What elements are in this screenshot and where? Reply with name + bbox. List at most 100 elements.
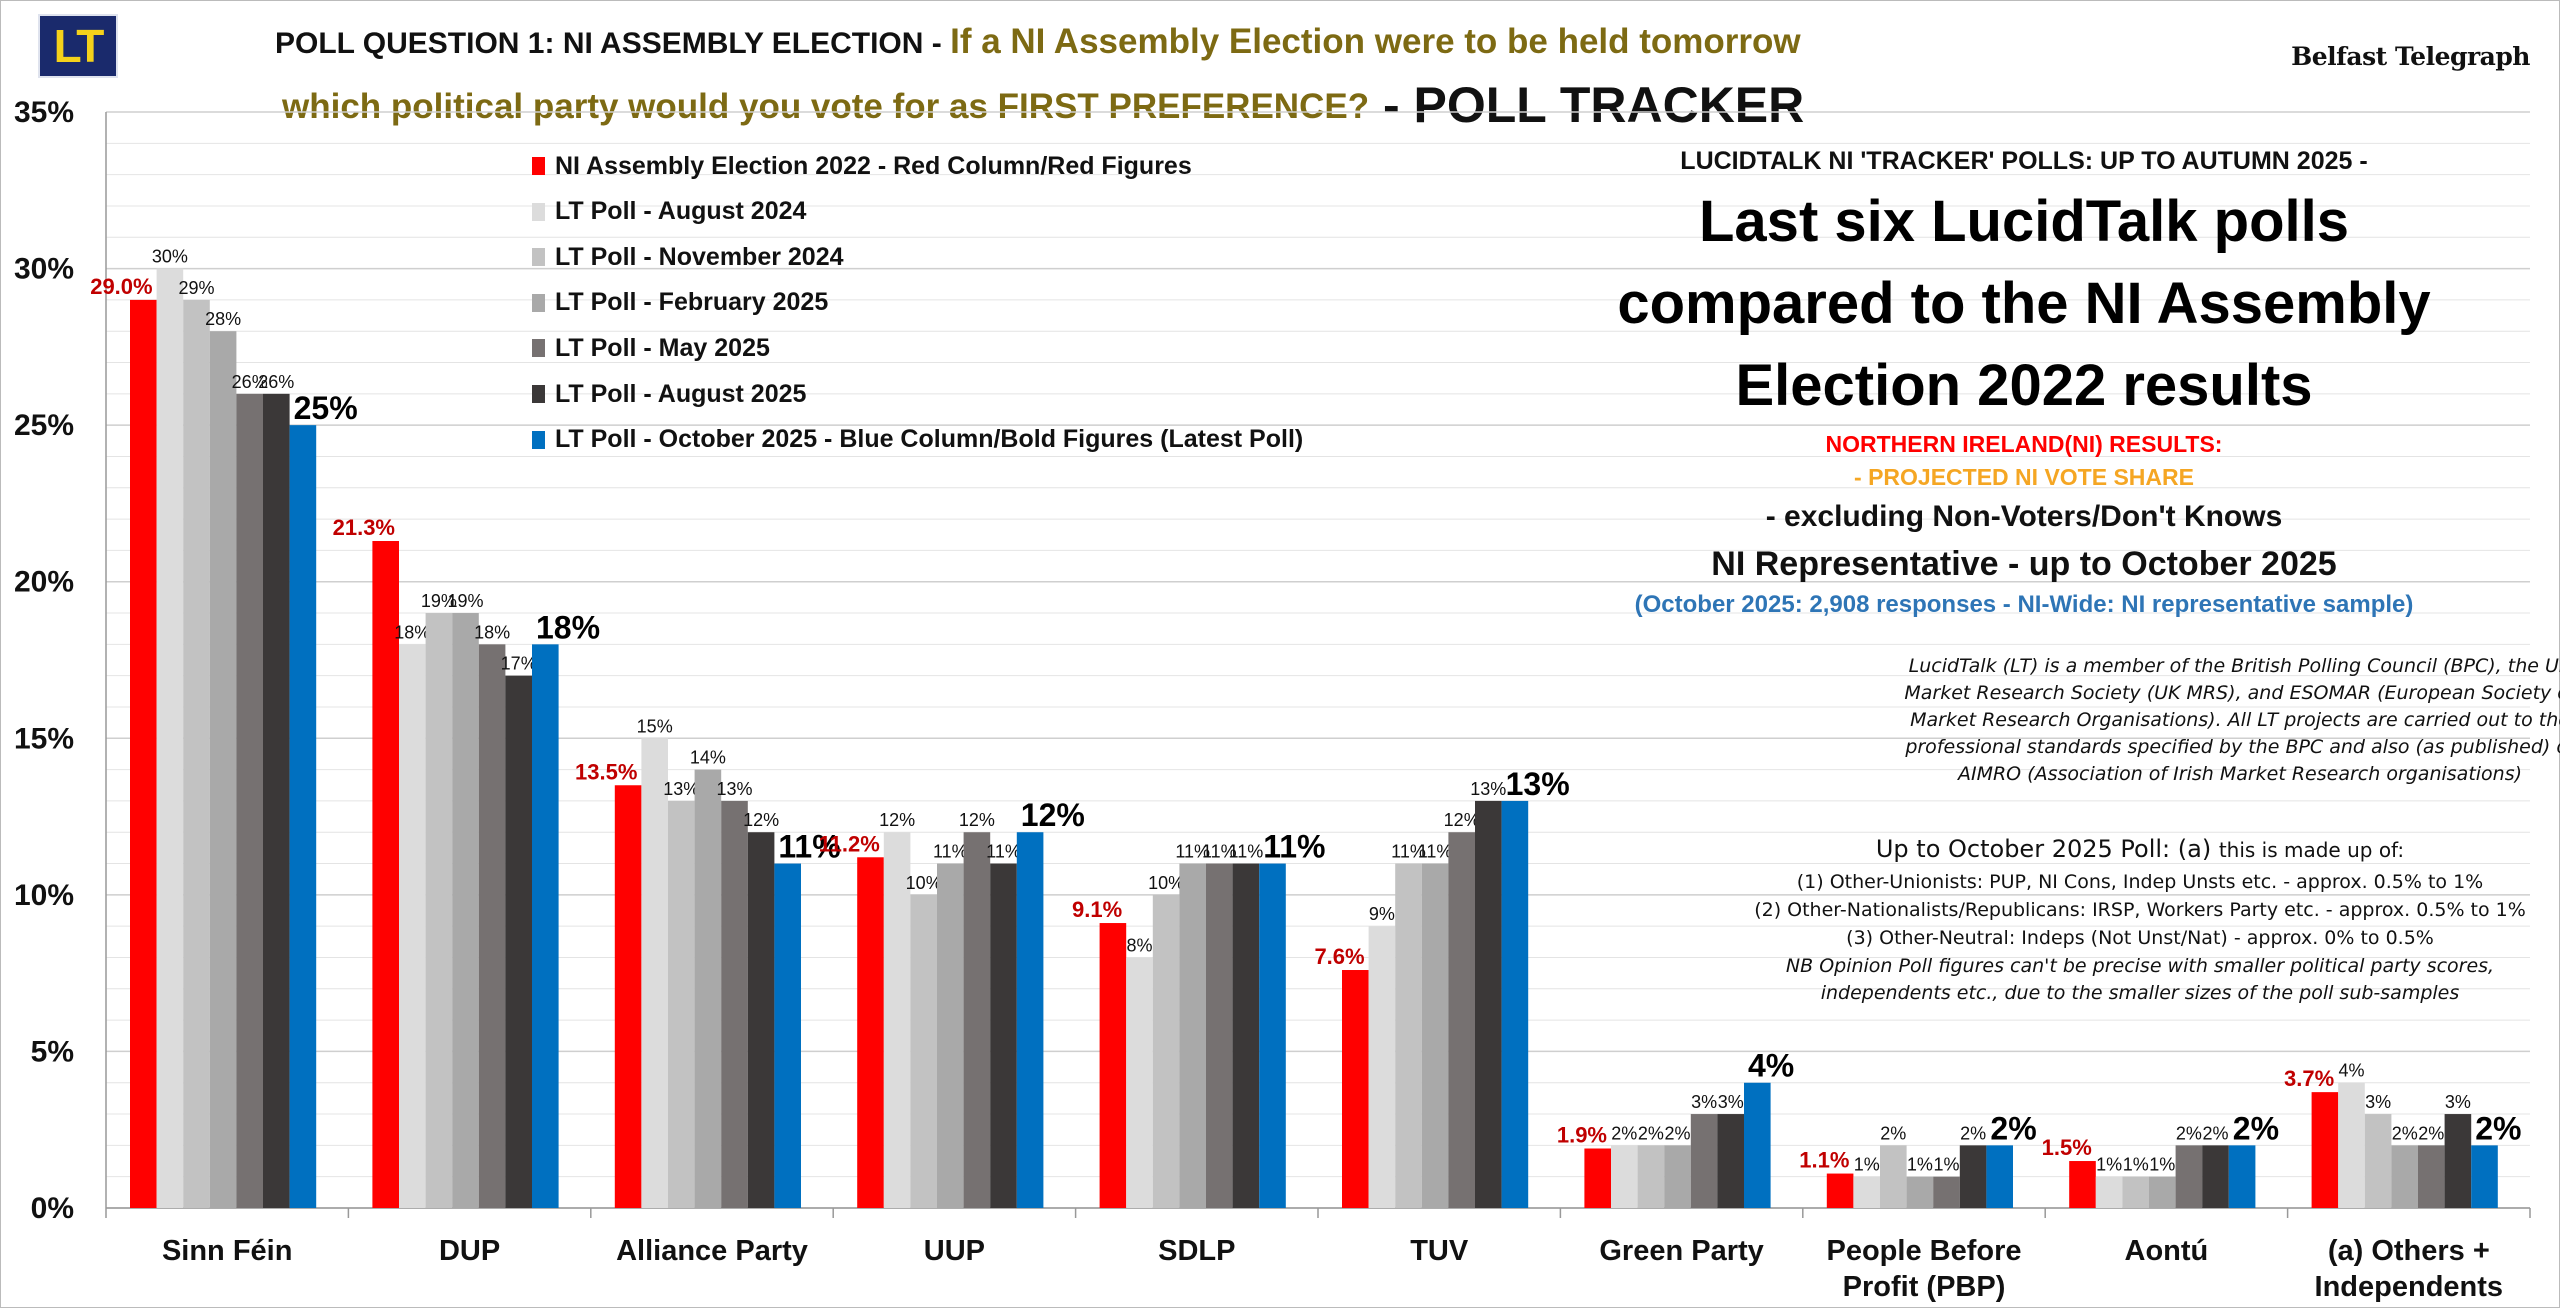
category-label: Sinn Féin xyxy=(162,1235,293,1267)
bar xyxy=(183,299,210,1208)
data-label: 9.1% xyxy=(1072,897,1122,922)
data-label: 2% xyxy=(2233,1110,2279,1146)
lucidtalk-logo: LT xyxy=(38,14,118,78)
others-heading-a: Up to October 2025 Poll: (a) xyxy=(1875,835,2219,863)
data-label: 3% xyxy=(2445,1092,2471,1112)
bar xyxy=(2175,1145,2203,1208)
data-label: 26% xyxy=(232,372,268,392)
data-label: 11% xyxy=(1229,842,1264,862)
bar xyxy=(1986,1145,2013,1208)
bar xyxy=(1099,923,1127,1208)
data-label: 3% xyxy=(1691,1092,1717,1112)
y-tick-label: 10% xyxy=(14,879,74,912)
data-label: 21.3% xyxy=(333,515,395,540)
bar xyxy=(452,613,479,1208)
bar xyxy=(1475,800,1502,1208)
bar xyxy=(2418,1145,2445,1208)
nb-note-2: independents etc., due to the smaller si… xyxy=(1820,982,2460,1004)
data-label: 13% xyxy=(716,779,752,799)
legend-item: LT Poll - February 2025 xyxy=(532,283,828,323)
legend-item: LT Poll - October 2025 - Blue Column/Bol… xyxy=(532,420,1303,460)
bar xyxy=(209,331,237,1208)
bar xyxy=(1395,863,1422,1208)
bar xyxy=(1717,1114,1744,1208)
bar xyxy=(478,644,506,1208)
bar xyxy=(1664,1145,1691,1208)
bar xyxy=(1611,1145,1638,1208)
bar xyxy=(532,644,559,1208)
bar xyxy=(1744,1082,1771,1208)
tracker-line: LUCIDTALK NI 'TRACKER' POLLS: UP TO AUTU… xyxy=(1680,147,2368,175)
bpc-note-3: Market Research Organisations). All LT p… xyxy=(1910,709,2560,731)
data-label: 1.1% xyxy=(1799,1148,1849,1173)
legend-label: LT Poll - November 2024 xyxy=(555,242,844,271)
legend-item: LT Poll - May 2025 xyxy=(532,328,770,368)
data-label: 2% xyxy=(2176,1123,2202,1143)
bar xyxy=(857,857,884,1208)
data-label: 2% xyxy=(2475,1110,2521,1146)
bar xyxy=(1853,1176,1880,1208)
legend-swatch xyxy=(532,293,545,312)
data-label: 18% xyxy=(474,622,510,642)
bpc-note-4: professional standards specified by the … xyxy=(1905,736,2560,758)
y-tick-label: 20% xyxy=(14,566,74,599)
data-label: 2% xyxy=(2202,1123,2228,1143)
data-label: 2% xyxy=(1611,1123,1637,1143)
bpc-note-1: LucidTalk (LT) is a member of the Britis… xyxy=(1908,655,2560,677)
data-label: 10% xyxy=(1148,873,1184,893)
data-label: 12% xyxy=(1444,810,1480,830)
data-label: 30% xyxy=(152,247,188,267)
data-label: 1.9% xyxy=(1557,1123,1607,1148)
data-label: 8% xyxy=(1126,935,1152,955)
y-tick-label: 0% xyxy=(31,1192,74,1225)
data-label: 12% xyxy=(879,810,915,830)
bar xyxy=(1342,970,1369,1208)
data-label: 3.7% xyxy=(2284,1066,2334,1091)
bar xyxy=(2095,1176,2123,1208)
others-heading-b: this is made up of: xyxy=(2218,838,2405,862)
nb-note-1: NB Opinion Poll figures can't be precise… xyxy=(1785,955,2495,977)
bar xyxy=(289,425,317,1209)
category-label: SDLP xyxy=(1158,1235,1235,1267)
data-label: 3% xyxy=(1718,1092,1744,1112)
legend-label: LT Poll - May 2025 xyxy=(555,333,770,362)
legend-swatch xyxy=(532,157,545,175)
bar xyxy=(156,268,184,1209)
bpc-note-2: Market Research Society (UK MRS), and ES… xyxy=(1904,682,2560,704)
bar xyxy=(1959,1145,1987,1208)
bar xyxy=(721,800,748,1208)
data-label: 1% xyxy=(1854,1155,1880,1175)
bar xyxy=(1690,1114,1718,1208)
data-label: 13% xyxy=(663,779,699,799)
data-label: 1% xyxy=(2123,1155,2149,1175)
legend-label: LT Poll - February 2025 xyxy=(555,288,829,317)
title-line-2: which political party would you vote for… xyxy=(282,72,1805,133)
data-label: 1% xyxy=(2096,1155,2122,1175)
y-tick-label: 15% xyxy=(14,722,74,755)
data-label: 19% xyxy=(421,591,457,611)
legend-label: NI Assembly Election 2022 - Red Column/R… xyxy=(555,151,1192,180)
data-label: 2% xyxy=(2418,1123,2444,1143)
bar xyxy=(1179,863,1206,1208)
bar xyxy=(2444,1114,2472,1208)
bar xyxy=(2471,1145,2498,1208)
bar xyxy=(2149,1176,2176,1208)
bar xyxy=(2311,1092,2339,1208)
legend-item: LT Poll - November 2024 xyxy=(532,237,844,277)
y-tick-label: 35% xyxy=(14,96,74,129)
legend-label: LT Poll - August 2025 xyxy=(555,379,807,408)
bar xyxy=(130,299,157,1208)
data-label: 13.5% xyxy=(575,759,637,784)
data-label: 11% xyxy=(778,829,840,865)
data-label: 4% xyxy=(2338,1061,2364,1081)
category-label: Alliance Party xyxy=(616,1235,808,1267)
bar xyxy=(614,785,642,1208)
title-poll-tracker: - POLL TRACKER xyxy=(1369,77,1805,133)
y-tick-label: 5% xyxy=(31,1035,74,1068)
bar xyxy=(1448,832,1475,1208)
legend-item: LT Poll - August 2025 xyxy=(532,374,806,414)
category-label: Profit (PBP) xyxy=(1843,1271,2006,1303)
data-label: 11% xyxy=(1202,842,1237,862)
bar xyxy=(1421,863,1449,1208)
